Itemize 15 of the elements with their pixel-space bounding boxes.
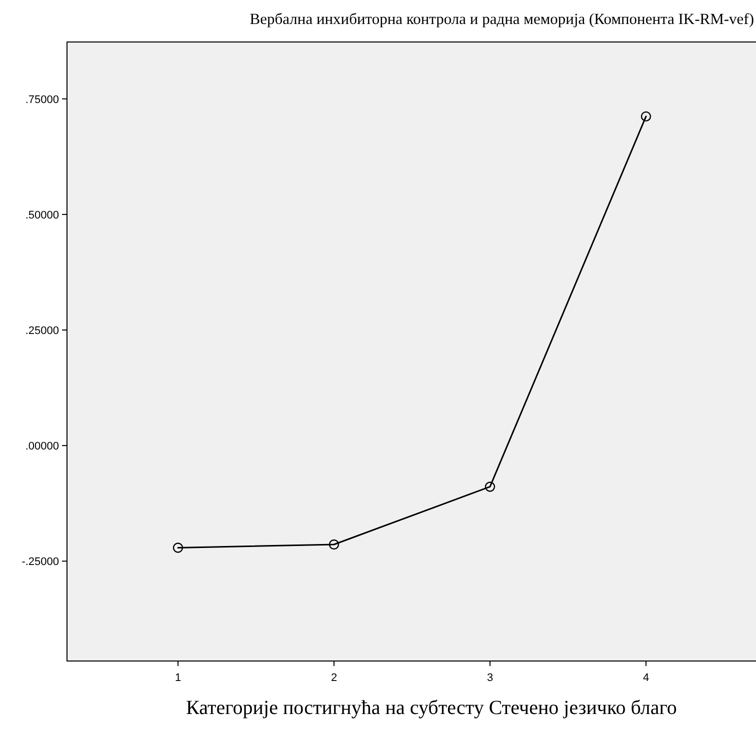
y-tick-label: .25000 — [25, 325, 59, 338]
x-tick-label: 3 — [486, 672, 494, 684]
x-tick-label: 1 — [174, 672, 182, 684]
chart-title: Вербална инхибиторна контрола и радна меморија (Компонента IK-RM-vef) — [250, 11, 754, 28]
point — [640, 111, 652, 122]
y-tick-label: .50000 — [25, 209, 59, 222]
point — [484, 482, 496, 492]
x-tick-label: 4 — [642, 672, 650, 684]
point — [328, 539, 340, 550]
y-tick-label: -.25000 — [22, 556, 59, 568]
x-tick-label: 2 — [330, 672, 338, 684]
point — [172, 542, 184, 553]
x-axis-title: Категорије постигнућа на субтесту Стечено језичко благо — [186, 697, 677, 719]
y-tick-label: .75000 — [25, 94, 59, 106]
y-tick-label: .00000 — [25, 440, 59, 453]
